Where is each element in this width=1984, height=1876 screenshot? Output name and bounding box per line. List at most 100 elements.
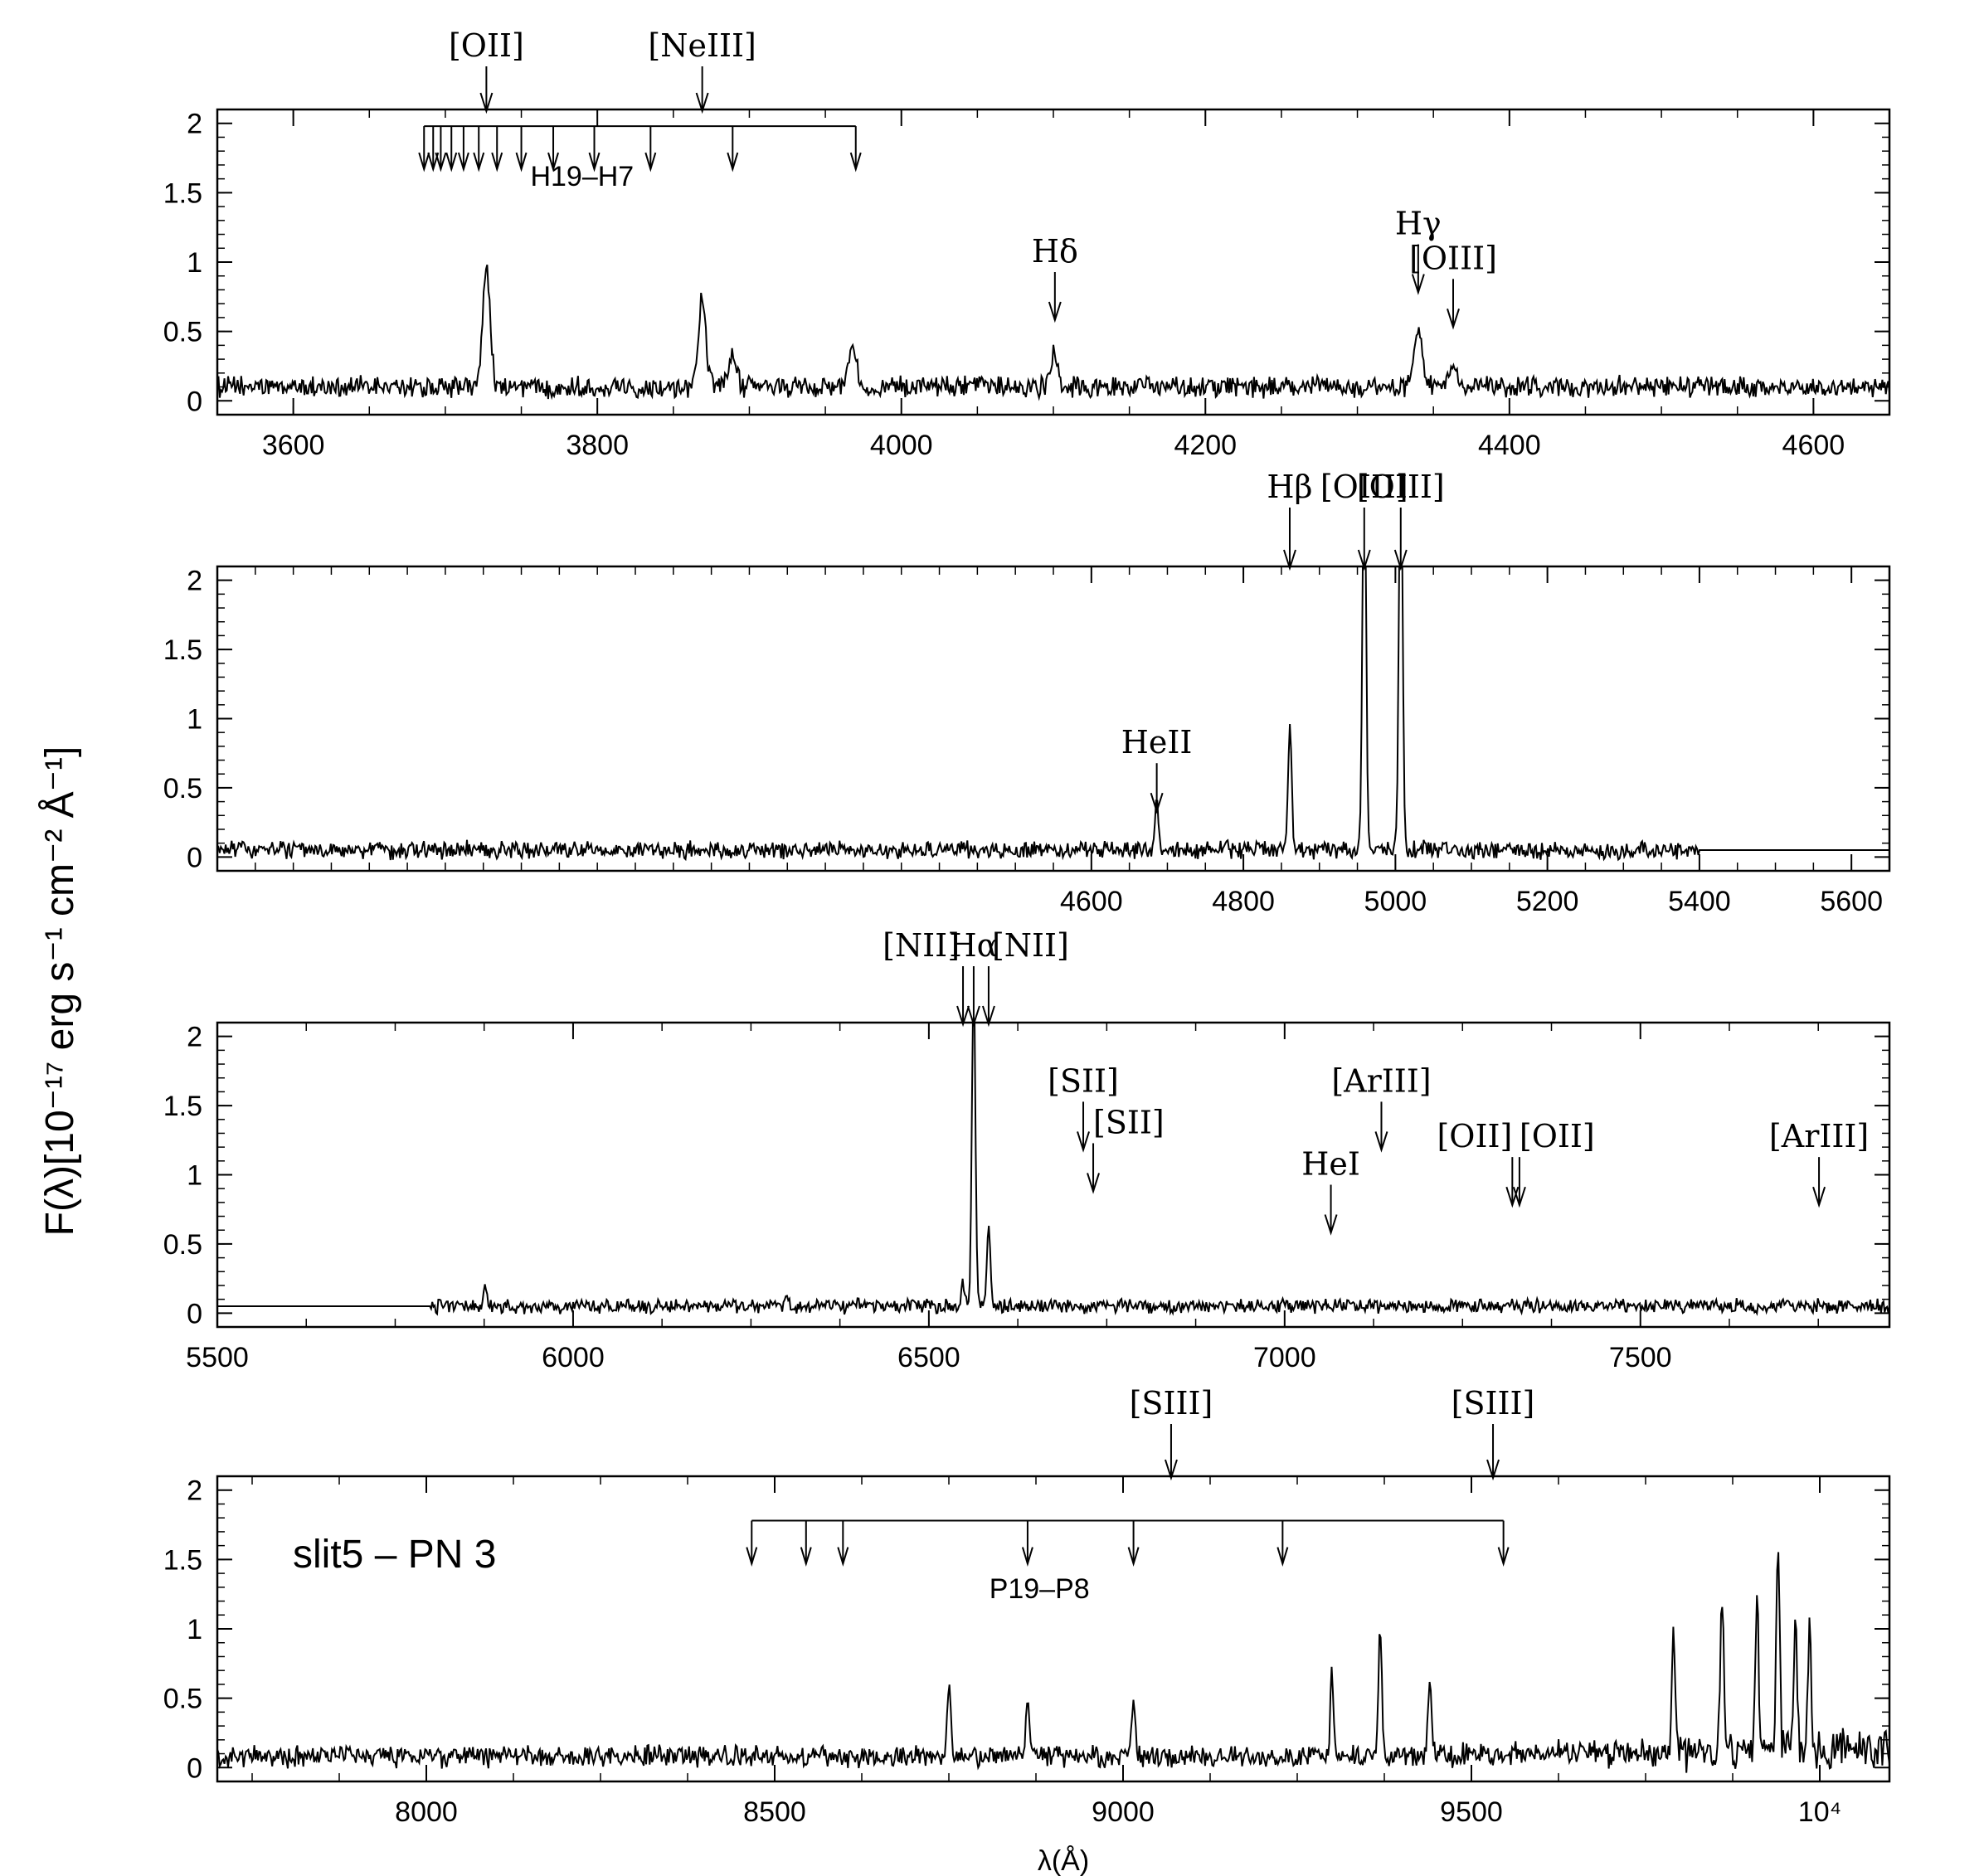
- arrow-head: [1812, 1186, 1826, 1208]
- series-arrow-head: [473, 152, 485, 173]
- series-arrow-head: [1021, 1547, 1033, 1567]
- line-label: [OIII]: [1409, 240, 1497, 276]
- arrow-head: [1048, 301, 1062, 323]
- series-arrow-head: [588, 152, 601, 173]
- arrow-head: [479, 92, 494, 114]
- spectrum-line: [217, 1552, 1889, 1773]
- line-label: [SIII]: [1452, 1385, 1535, 1422]
- x-tick-label: 5400: [1668, 886, 1731, 917]
- series-arrow-head: [445, 152, 458, 173]
- x-axis-label: λ(Å): [1038, 1845, 1089, 1876]
- arrow-head: [1486, 1459, 1500, 1481]
- x-tick-label: 4400: [1478, 430, 1541, 461]
- series-arrow-head: [800, 1547, 812, 1567]
- series-arrow-head: [849, 152, 862, 173]
- series-arrow-head: [746, 1547, 758, 1567]
- x-tick-label: 5500: [186, 1342, 249, 1373]
- series-arrow-head: [418, 152, 430, 173]
- line-label: [NII]: [992, 927, 1069, 964]
- y-tick-label: 0: [187, 1752, 202, 1784]
- series-arrow-head: [457, 152, 469, 173]
- y-tick-label: 2: [187, 566, 202, 597]
- x-tick-label: 5600: [1820, 886, 1883, 917]
- x-tick-label: 5000: [1364, 886, 1427, 917]
- x-tick-label: 6500: [897, 1342, 960, 1373]
- arrow-head: [1165, 1459, 1178, 1481]
- arrow-head: [981, 1005, 995, 1028]
- line-label: [NII]: [883, 927, 960, 964]
- slit-annotation: slit5 – PN 3: [293, 1533, 496, 1577]
- y-tick-label: 0: [187, 386, 202, 417]
- x-tick-label: 3600: [262, 430, 325, 461]
- line-label: [ArIII]: [1331, 1062, 1431, 1099]
- x-tick-label: 4000: [870, 430, 933, 461]
- spectrum-panel-3: 0 0.5 1 1.5 2 5500 6000 6500 7000 7500 [NII]Hα[NII…: [163, 927, 1891, 1373]
- line-label: Hα: [950, 927, 999, 964]
- series-arrow-head: [435, 152, 447, 173]
- line-label: [OII]: [1520, 1118, 1595, 1154]
- series-arrow-head: [644, 152, 657, 173]
- line-label: [SIII]: [1130, 1385, 1213, 1422]
- x-tick-label: 9000: [1092, 1796, 1155, 1828]
- y-tick-label: 1.5: [163, 1544, 202, 1576]
- y-tick-label: 1: [187, 704, 202, 736]
- series-label: P19–P8: [990, 1573, 1090, 1605]
- series-arrow-head: [1127, 1547, 1140, 1567]
- line-label: [OII]: [449, 27, 524, 64]
- spectrum-panel-4: 0 0.5 1 1.5 2 8000 8500 9000 9500 10⁴ [SIII] [SIII]…: [163, 1385, 1891, 1828]
- x-tick-label: 10⁴: [1798, 1796, 1841, 1828]
- x-tick-label: 4200: [1174, 430, 1237, 461]
- spectrum-line: [217, 566, 1889, 862]
- y-tick-label: 0.5: [163, 1684, 202, 1715]
- series-arrow-head: [837, 1547, 849, 1567]
- arrow-head: [1374, 1131, 1388, 1153]
- x-tick-label: 5200: [1516, 886, 1579, 917]
- y-tick-label: 1: [187, 1160, 202, 1192]
- panel-frame: [216, 1475, 1891, 1783]
- line-label: Hγ: [1395, 206, 1442, 242]
- y-tick-label: 2: [187, 109, 202, 140]
- arrow-head: [1512, 1186, 1526, 1208]
- arrow-head: [1283, 549, 1296, 571]
- arrow-head: [1150, 792, 1164, 814]
- line-label: [OIII]: [1320, 469, 1408, 505]
- y-tick-label: 1.5: [163, 634, 202, 666]
- arrow-head: [956, 1005, 970, 1028]
- series-arrow-head: [1276, 1547, 1289, 1567]
- x-tick-label: 6000: [542, 1342, 605, 1373]
- series-label: H19–H7: [530, 161, 634, 192]
- y-tick-label: 2: [187, 1475, 202, 1507]
- spectrum-line: [217, 1023, 1889, 1316]
- arrow-head: [1357, 549, 1371, 571]
- line-label: HeI: [1301, 1146, 1360, 1183]
- arrow-head: [1324, 1214, 1338, 1236]
- y-axis-label: F(λ)[10⁻¹⁷ erg s⁻¹ cm⁻² Å⁻¹]: [38, 746, 82, 1237]
- y-tick-label: 0.5: [163, 317, 202, 348]
- series-arrow-head: [427, 152, 440, 173]
- x-tick-label: 4800: [1212, 886, 1275, 917]
- y-tick-label: 0: [187, 842, 202, 873]
- line-label: HeII: [1121, 724, 1193, 761]
- x-tick-label: 8500: [743, 1796, 806, 1828]
- series-arrow-head: [515, 152, 528, 173]
- x-tick-label: 7500: [1609, 1342, 1672, 1373]
- line-label: [OIII]: [1357, 469, 1445, 505]
- arrow-head: [966, 1005, 980, 1028]
- series-arrow-head: [491, 152, 503, 173]
- arrow-head: [1411, 274, 1425, 295]
- x-tick-label: 4600: [1060, 886, 1123, 917]
- arrow-head: [1447, 309, 1460, 330]
- line-label: [SII]: [1048, 1062, 1119, 1099]
- y-tick-label: 1: [187, 1614, 202, 1645]
- arrow-head: [1087, 1173, 1100, 1194]
- x-tick-label: 8000: [395, 1796, 458, 1828]
- x-tick-label: 7000: [1253, 1342, 1316, 1373]
- y-tick-label: 1.5: [163, 1091, 202, 1122]
- series-arrow-head: [547, 152, 559, 173]
- spectrum-line: [217, 265, 1889, 401]
- arrow-head: [1077, 1131, 1090, 1153]
- y-tick-label: 2: [187, 1022, 202, 1053]
- x-tick-label: 4600: [1782, 430, 1845, 461]
